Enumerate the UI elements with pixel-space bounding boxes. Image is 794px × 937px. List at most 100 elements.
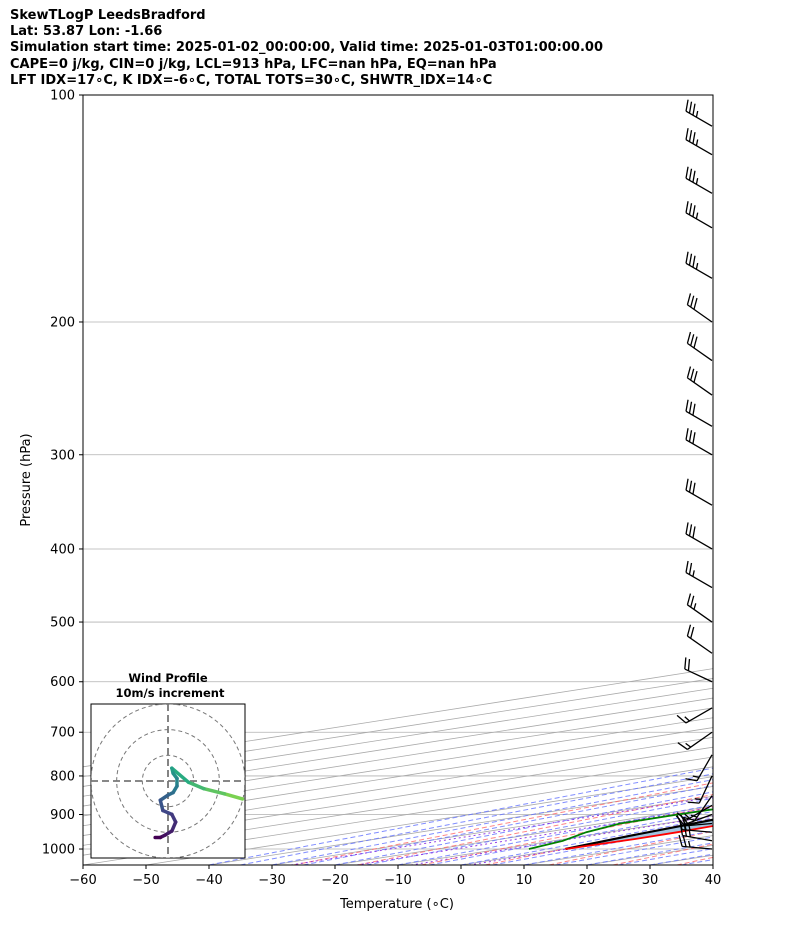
- barb-feather: [688, 401, 693, 414]
- moist-adiabat: [208, 767, 713, 865]
- barb-feather: [685, 201, 689, 213]
- barb-feather: [676, 812, 687, 821]
- isotherm-line: [523, 835, 713, 865]
- y-tick-label: 300: [50, 448, 75, 463]
- moist-adiabat: [303, 785, 713, 865]
- barb-shaft: [685, 707, 713, 724]
- y-tick-label: 200: [50, 315, 75, 330]
- barb-shaft: [682, 822, 713, 827]
- barb-feather: [687, 801, 700, 804]
- barb-half-feather: [695, 110, 699, 118]
- isotherm-line: [83, 668, 713, 768]
- barb-shaft: [685, 110, 713, 127]
- moist-adiabat: [745, 95, 794, 865]
- barb-feather: [685, 428, 689, 440]
- wind-barb: [685, 399, 713, 427]
- x-tick-label: 40: [705, 873, 722, 888]
- barb-feather: [685, 128, 689, 140]
- barb-shaft: [682, 845, 713, 850]
- barb-shaft: [687, 342, 713, 362]
- dry-adiabat: [357, 794, 713, 865]
- barb-half-feather: [694, 798, 702, 801]
- y-tick-label: 800: [50, 769, 75, 784]
- barb-half-feather: [695, 177, 699, 185]
- barb-shaft: [685, 439, 713, 456]
- barb-feather: [686, 293, 692, 305]
- moist-adiabat: [334, 791, 713, 865]
- barb-feather: [685, 778, 698, 782]
- wind-barb: [685, 522, 713, 550]
- wind-barb: [686, 366, 713, 396]
- barb-shaft: [685, 262, 713, 279]
- barb-shaft: [687, 304, 713, 323]
- wind-barb: [685, 560, 713, 589]
- wind-barb: [685, 201, 713, 229]
- hodograph-segment: [170, 766, 191, 785]
- barb-feather: [692, 403, 696, 416]
- barb-shaft: [685, 177, 713, 194]
- barb-feather: [688, 524, 693, 537]
- x-tick-label: −60: [69, 873, 96, 888]
- barb-feather: [688, 562, 693, 575]
- barb-feather: [686, 331, 692, 344]
- barb-feather: [685, 399, 689, 412]
- y-tick-label: 100: [50, 89, 75, 104]
- x-tick-label: −20: [321, 873, 348, 888]
- barb-shaft: [685, 804, 713, 821]
- wind-barb: [687, 775, 713, 804]
- barb-feather: [682, 835, 687, 847]
- isotherm-line: [334, 805, 713, 865]
- hodograph-segment: [202, 786, 227, 796]
- barb-feather: [688, 430, 693, 442]
- barb-shaft: [685, 139, 713, 156]
- shaded-area: [565, 819, 713, 849]
- barb-feather: [685, 166, 689, 179]
- barb-feather: [677, 742, 688, 750]
- barb-feather: [688, 130, 693, 142]
- barb-feather: [686, 366, 692, 379]
- mixing-ratio-line: [410, 815, 713, 865]
- barb-feather: [688, 480, 693, 493]
- dry-adiabat: [612, 843, 713, 865]
- isotherm-line: [397, 815, 713, 865]
- dewpoint-line: [528, 808, 713, 850]
- barb-shaft: [698, 775, 713, 804]
- dry-adiabat: [485, 818, 713, 865]
- barb-feather: [685, 478, 689, 491]
- isotherm-line: [208, 786, 713, 865]
- x-tick-label: −10: [384, 873, 411, 888]
- barb-feather: [678, 834, 683, 847]
- barb-shaft: [682, 834, 713, 842]
- barb-half-feather: [695, 212, 699, 219]
- barb-shaft: [687, 731, 713, 750]
- barb-feather: [676, 714, 687, 724]
- wind-barb: [686, 331, 713, 362]
- barb-feather: [685, 251, 689, 264]
- wind-barb: [683, 795, 713, 822]
- barb-shaft: [687, 604, 713, 623]
- wind-barb: [678, 834, 713, 850]
- wind-barb: [686, 293, 713, 323]
- barb-feather: [685, 99, 689, 112]
- barb-feather: [692, 170, 696, 183]
- chart-title: SkewTLogP LeedsBradford: [10, 8, 206, 23]
- barb-feather: [693, 297, 698, 310]
- barb-shaft: [685, 212, 713, 229]
- profile-lines: [528, 808, 713, 851]
- barb-feather: [685, 560, 689, 573]
- x-tick-label: 30: [642, 873, 659, 888]
- chart-title-block: SkewTLogP LeedsBradford Lat: 53.87 Lon: …: [10, 8, 603, 89]
- barb-feather: [690, 595, 695, 608]
- moist-adiabat: [366, 797, 713, 865]
- wind-barb: [677, 731, 713, 750]
- barb-feather: [692, 526, 696, 539]
- y-tick-label: 1000: [42, 843, 75, 858]
- dry-adiabat: [548, 830, 713, 865]
- hodograph-subtitle: 10m/s increment: [116, 686, 225, 700]
- isotherm-line: [649, 854, 713, 865]
- x-tick-label: −40: [195, 873, 222, 888]
- barb-half-feather: [695, 262, 699, 270]
- barb-half-feather: [692, 775, 700, 778]
- moist-adiabat: [618, 848, 713, 865]
